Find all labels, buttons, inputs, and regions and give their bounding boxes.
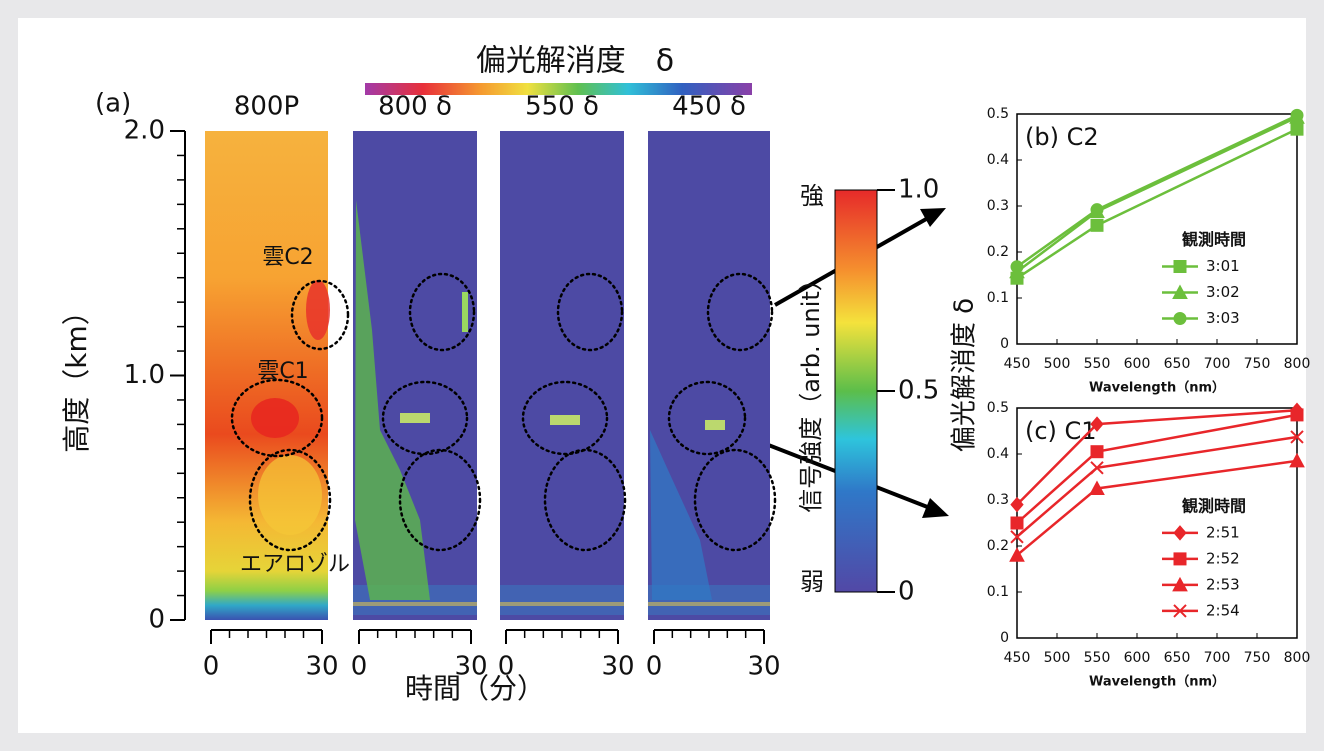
panel-label: (a): [95, 89, 131, 119]
x-tick-label: 30: [305, 652, 338, 682]
annotation: エアロゾル: [240, 552, 350, 577]
legend-label: 3:03: [1206, 309, 1240, 327]
y-axis-label: 高度（km）: [60, 297, 93, 453]
y-tick-label: 0.1: [987, 584, 1009, 600]
x-tick-label: 500: [1044, 650, 1071, 666]
legend-label: 3:02: [1206, 283, 1240, 301]
colorbar-label: 信号強度（arb. unit）: [797, 267, 825, 513]
x-tick-label: 550: [1084, 356, 1111, 372]
marker: [1291, 409, 1303, 421]
x-tick-label: 750: [1244, 356, 1271, 372]
y-tick-label: 0.5: [987, 106, 1009, 122]
annotation: 雲C1: [257, 359, 308, 384]
x-tick-label: 700: [1204, 356, 1231, 372]
heatmap-feature: [550, 415, 580, 425]
marker: [1091, 446, 1103, 458]
x-tick-label: 30: [454, 652, 487, 682]
marker: [1291, 109, 1303, 121]
x-tick-label: 0: [498, 652, 515, 682]
y-tick-label: 0.1: [987, 290, 1009, 306]
panel-title: 550 δ: [525, 92, 599, 122]
y-tick-label: 0: [1000, 630, 1009, 646]
x-tick-label: 0: [646, 652, 663, 682]
annotation: 雲C2: [262, 245, 313, 270]
y-tick-label: 2.0: [124, 116, 165, 146]
marker: [1174, 553, 1186, 565]
heatmap: [500, 131, 624, 620]
x-tick-label: 450: [1004, 650, 1031, 666]
x-tick-label: 30: [601, 652, 634, 682]
x-tick-label: 500: [1044, 356, 1071, 372]
colorbar-tick-label: 0.5: [898, 376, 939, 406]
x-tick-label: 800: [1284, 650, 1311, 666]
legend-title: 観測時間: [1182, 230, 1246, 249]
heatmap-feature: [462, 292, 468, 332]
x-tick-label: 550: [1084, 650, 1111, 666]
chart-title: (b) C2: [1025, 123, 1099, 151]
x-tick-label: 700: [1204, 650, 1231, 666]
marker: [1091, 219, 1103, 231]
y-tick-label: 0.4: [987, 446, 1009, 462]
colorbar-tick-label: 0: [898, 577, 915, 607]
page: (a) 偏光解消度 δ 高度（km） 時間（分） 信号強度（arb. unit）…: [0, 0, 1324, 751]
heatmap-feature: [648, 602, 770, 606]
heatmap-feature: [251, 398, 299, 438]
x-tick-label: 600: [1124, 356, 1151, 372]
legend-label: 2:51: [1206, 523, 1240, 541]
x-tick-label: 600: [1124, 650, 1151, 666]
x-tick-label: 750: [1244, 650, 1271, 666]
y-tick-label: 1.0: [124, 360, 165, 390]
x-axis-label: Wavelength（nm）: [1089, 380, 1225, 396]
colorbar-low: 弱: [800, 568, 824, 596]
marker: [1174, 261, 1186, 273]
heatmap-feature: [500, 602, 624, 606]
y-tick-label: 0.2: [987, 538, 1009, 554]
panel-title: 800P: [234, 92, 299, 122]
y-tick-label: 0.3: [987, 198, 1009, 214]
legend-title: 観測時間: [1182, 496, 1246, 515]
x-tick-label: 650: [1164, 356, 1191, 372]
heatmap-feature: [705, 420, 725, 430]
colorbar: [835, 190, 877, 592]
legend-label: 2:52: [1206, 549, 1240, 567]
x-tick-label: 0: [203, 652, 220, 682]
colorbar-tick-label: 1.0: [898, 175, 939, 205]
right-axis-label: 偏光解消度 δ: [950, 298, 980, 452]
y-tick-label: 0: [1000, 336, 1009, 352]
colorbar-high: 強: [800, 182, 824, 210]
y-tick-label: 0.4: [987, 152, 1009, 168]
heatmap-feature: [500, 585, 624, 615]
chart-title: (c) C1: [1025, 417, 1097, 445]
marker: [1174, 313, 1186, 325]
panel-title: 450 δ: [672, 92, 746, 122]
marker: [1291, 123, 1303, 135]
marker: [1011, 261, 1023, 273]
x-tick-label: 450: [1004, 356, 1031, 372]
heatmap-feature: [353, 602, 477, 606]
panel-title: 800 δ: [378, 92, 452, 122]
heatmap-feature: [306, 280, 330, 340]
y-tick-label: 0.2: [987, 244, 1009, 260]
legend-label: 3:01: [1206, 257, 1240, 275]
figure: (a) 偏光解消度 δ 高度（km） 時間（分） 信号強度（arb. unit）…: [0, 0, 1324, 751]
legend-label: 2:54: [1206, 601, 1240, 619]
y-tick-label: 0.5: [987, 400, 1009, 416]
x-tick-label: 30: [747, 652, 780, 682]
y-tick-label: 0: [148, 605, 165, 635]
top-colorbar-title: 偏光解消度 δ: [476, 44, 674, 79]
heatmap-feature: [400, 413, 430, 423]
x-axis-label: Wavelength（nm）: [1089, 674, 1225, 690]
marker: [1011, 517, 1023, 529]
x-tick-label: 650: [1164, 650, 1191, 666]
heatmap-feature: [258, 455, 322, 535]
x-tick-label: 0: [351, 652, 368, 682]
y-tick-label: 0.3: [987, 492, 1009, 508]
legend-label: 2:53: [1206, 575, 1240, 593]
x-tick-label: 800: [1284, 356, 1311, 372]
marker: [1091, 204, 1103, 216]
